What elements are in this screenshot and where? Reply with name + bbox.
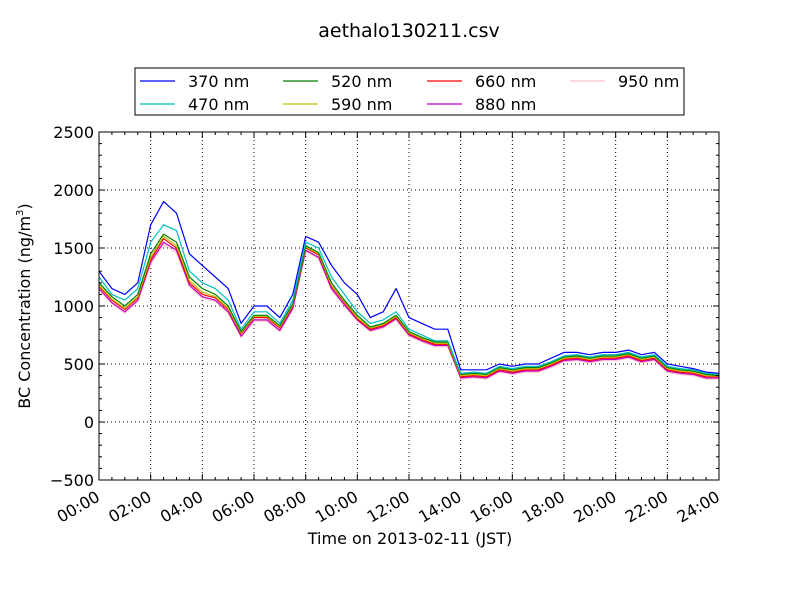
series-line-370-nm xyxy=(98,201,720,374)
y-tick-label: −500 xyxy=(50,471,94,490)
series-line-470-nm xyxy=(98,224,720,375)
y-tick-label: 500 xyxy=(63,355,94,374)
legend-label: 660 nm xyxy=(475,72,536,91)
y-axis-title: BC Concentration (ng/m3) xyxy=(15,203,34,408)
x-tick-label: 08:00 xyxy=(260,487,309,527)
legend-box xyxy=(134,67,685,116)
x-tick-label: 04:00 xyxy=(157,487,206,527)
x-tick-label: 02:00 xyxy=(105,487,154,527)
legend-label: 590 nm xyxy=(331,95,392,114)
y-tick-label: 1000 xyxy=(53,297,94,316)
x-tick-label: 16:00 xyxy=(467,487,516,527)
series-line-660-nm xyxy=(98,238,719,378)
y-tick-labels: 2500 2000 1500 1000 500 0 −500 xyxy=(50,123,94,490)
series-line-520-nm xyxy=(98,233,720,377)
legend: 370 nm 470 nm 520 nm 590 nm 660 nm 880 nm 950 … xyxy=(134,67,685,116)
y-tick-label: 0 xyxy=(84,413,94,432)
legend-label: 370 nm xyxy=(188,72,249,91)
x-tick-label: 24:00 xyxy=(674,487,723,527)
x-tick-label: 22:00 xyxy=(622,487,671,527)
legend-label: 520 nm xyxy=(331,72,392,91)
y-tick-label: 1500 xyxy=(53,239,94,258)
x-tick-label: 06:00 xyxy=(209,487,258,527)
x-tick-label: 00:00 xyxy=(54,487,103,527)
grid-lines xyxy=(99,132,719,480)
x-tick-label: 14:00 xyxy=(415,487,464,527)
x-tick-label: 10:00 xyxy=(312,487,361,527)
series-line-950-nm xyxy=(98,243,719,380)
chart-title: aethalo130211.csv xyxy=(318,20,500,42)
x-tick-label: 12:00 xyxy=(364,487,413,527)
y-tick-label: 2000 xyxy=(53,181,94,200)
x-axis-title: Time on 2013-02-11 (JST) xyxy=(307,529,512,548)
plot-area-frame xyxy=(98,131,720,481)
legend-label: 470 nm xyxy=(188,95,249,114)
x-tick-label: 18:00 xyxy=(519,487,568,527)
legend-label: 950 nm xyxy=(618,72,679,91)
series-lines xyxy=(98,201,720,380)
series-line-590-nm xyxy=(98,235,720,377)
series-line-880-nm xyxy=(98,241,719,379)
legend-label: 880 nm xyxy=(475,95,536,114)
x-tick-labels: 00:00 02:00 04:00 06:00 08:00 10:00 12:00 14:00… xyxy=(54,487,723,527)
x-tick-label: 20:00 xyxy=(570,487,619,527)
y-tick-label: 2500 xyxy=(53,123,94,142)
